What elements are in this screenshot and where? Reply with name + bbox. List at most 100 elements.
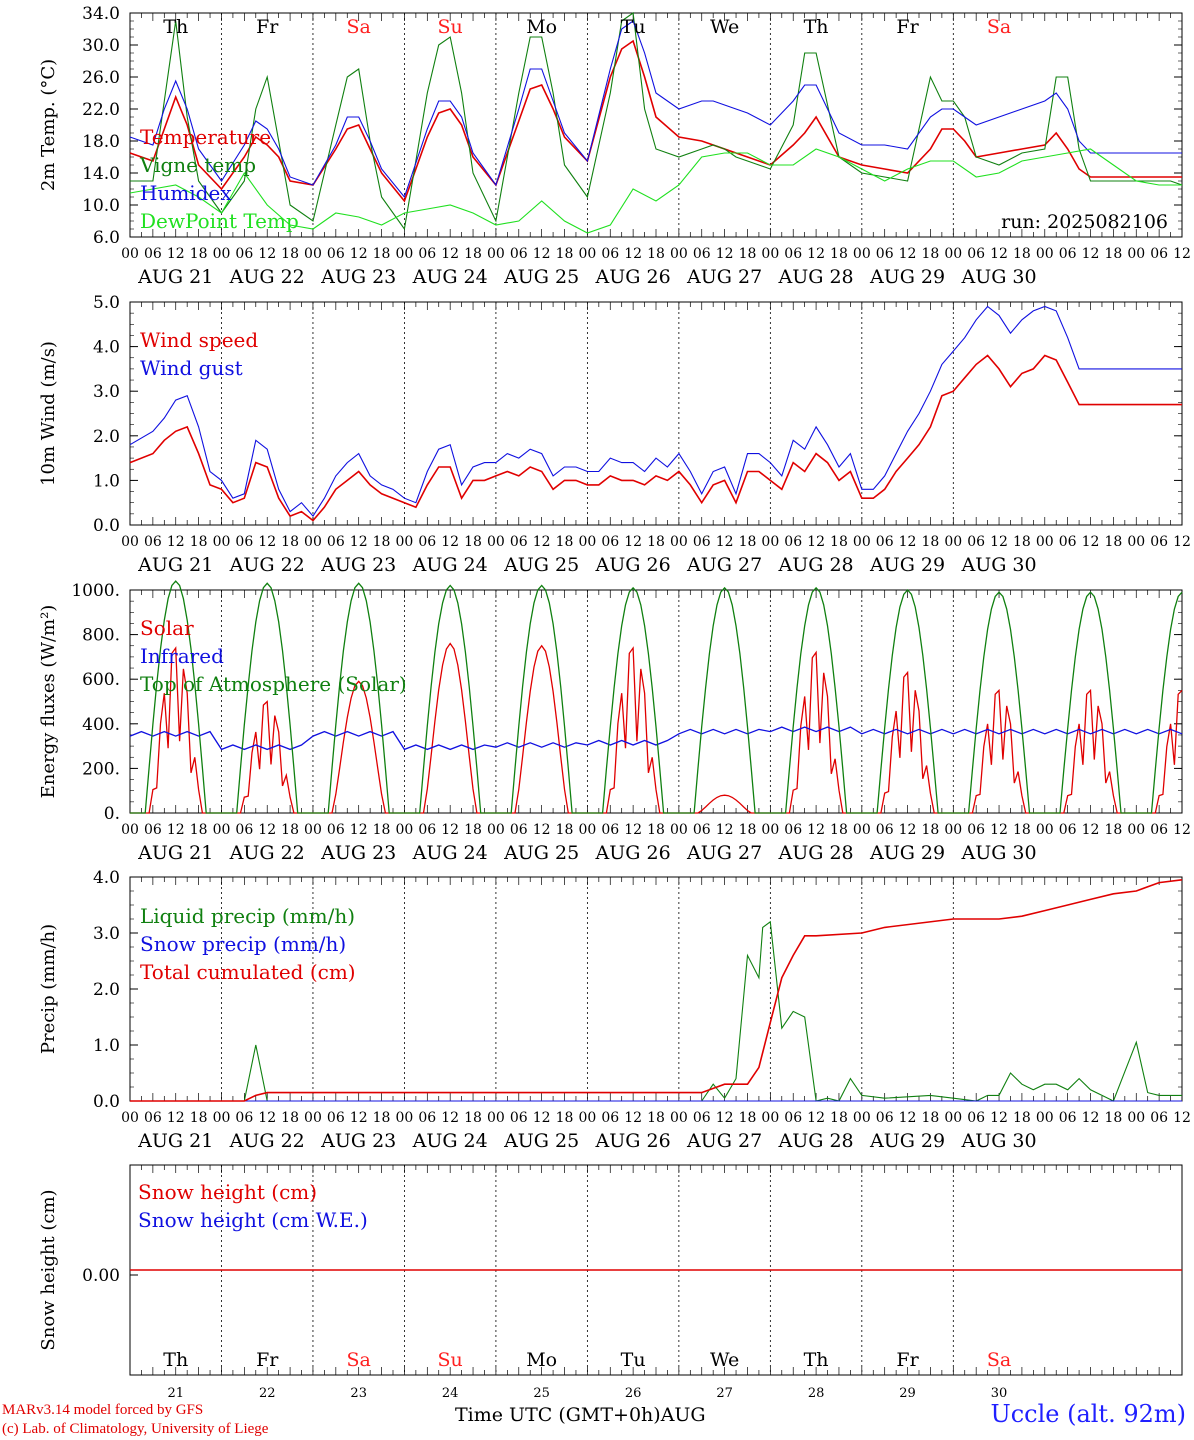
station-label: Uccle (alt. 92m): [990, 1400, 1186, 1428]
x-date-label: AUG 28: [778, 266, 854, 288]
series-line-dewpoint-temp: [129, 148, 1182, 234]
y-tick-label: 3.0: [93, 382, 120, 402]
x-date-label: AUG 29: [869, 842, 945, 864]
x-hour-label: 00: [670, 534, 688, 550]
legend-entry: Temperature: [140, 125, 271, 149]
x-hour-label: 18: [556, 1110, 574, 1126]
day-number-label: 29: [899, 1386, 916, 1401]
x-hour-label: 00: [578, 822, 596, 838]
day-number-label: 27: [716, 1386, 733, 1401]
x-hour-label: 12: [716, 246, 734, 262]
panel-wind: [129, 301, 1183, 526]
x-hour-label: 00: [761, 246, 779, 262]
series-line-liquid-precip-mm-h-: [130, 920, 1182, 1102]
x-date-label: AUG 22: [229, 1130, 305, 1152]
x-hour-label: 18: [830, 534, 848, 550]
x-date-label: AUG 25: [503, 1130, 579, 1152]
x-hour-label: 12: [899, 246, 917, 262]
x-hour-label: 06: [418, 534, 436, 550]
x-hour-label: 00: [396, 1110, 414, 1126]
x-hour-label: 06: [1059, 822, 1077, 838]
x-hour-label: 12: [167, 534, 185, 550]
weekday-label-bottom: Su: [438, 1349, 463, 1371]
legend-entry: Snow height (cm): [138, 1180, 317, 1204]
x-date-label: AUG 23: [320, 554, 396, 576]
x-date-label: AUG 30: [960, 266, 1036, 288]
x-hour-label: 06: [1059, 1110, 1077, 1126]
x-date-label: AUG 26: [595, 266, 671, 288]
x-hour-label: 18: [922, 822, 940, 838]
x-hour-label: 00: [1036, 822, 1054, 838]
lab-credit: (c) Lab. of Climatology, University of L…: [2, 1421, 269, 1437]
weekday-label-bottom: Fr: [896, 1349, 919, 1371]
x-hour-label: 06: [784, 1110, 802, 1126]
x-hour-label: 00: [944, 822, 962, 838]
legend-entry: Snow height (cm W.E.): [138, 1208, 368, 1232]
x-hour-label: 12: [1082, 246, 1100, 262]
y-tick-label: 34.0: [82, 4, 120, 24]
x-date-label: AUG 23: [320, 842, 396, 864]
x-hour-label: 12: [441, 1110, 459, 1126]
x-hour-label: 12: [990, 246, 1008, 262]
x-date-label: AUG 30: [960, 554, 1036, 576]
legend-entry: Humidex: [140, 181, 232, 205]
y-tick-label: 0.0: [93, 516, 120, 536]
x-hour-label: 00: [1127, 246, 1145, 262]
x-hour-label: 18: [464, 1110, 482, 1126]
x-hour-label: 12: [899, 1110, 917, 1126]
weekday-label-bottom: Tu: [621, 1349, 646, 1371]
y-tick-label: 30.0: [82, 36, 120, 56]
x-hour-label: 06: [144, 1110, 162, 1126]
x-hour-label: 00: [121, 1110, 139, 1126]
x-hour-label: 18: [556, 822, 574, 838]
x-hour-label: 06: [1150, 1110, 1168, 1126]
x-date-label: AUG 28: [778, 554, 854, 576]
x-hour-label: 06: [967, 246, 985, 262]
x-hour-label: 00: [578, 534, 596, 550]
x-date-label: AUG 22: [229, 842, 305, 864]
x-hour-label: 12: [1173, 822, 1191, 838]
x-hour-label: 06: [876, 1110, 894, 1126]
x-date-label: AUG 30: [960, 842, 1036, 864]
x-hour-label: 18: [830, 1110, 848, 1126]
y-tick-label: 5.0: [93, 293, 120, 313]
x-hour-label: 06: [967, 534, 985, 550]
x-hour-label: 06: [327, 246, 345, 262]
x-hour-label: 12: [807, 1110, 825, 1126]
x-hour-label: 18: [830, 246, 848, 262]
x-hour-label: 00: [1036, 246, 1054, 262]
x-date-label: AUG 21: [137, 842, 213, 864]
series-line-top-of-atmosphere-solar-: [130, 580, 1183, 814]
x-date-label: AUG 27: [686, 842, 762, 864]
x-hour-label: 06: [693, 1110, 711, 1126]
x-hour-label: 18: [464, 246, 482, 262]
x-date-label: AUG 22: [229, 554, 305, 576]
x-hour-label: 12: [1082, 534, 1100, 550]
weekday-label: Mo: [526, 16, 557, 38]
x-hour-label: 06: [876, 822, 894, 838]
y-tick-label: 3.0: [93, 924, 120, 944]
y-tick-label: 2.0: [93, 980, 120, 1000]
x-hour-label: 18: [1104, 534, 1122, 550]
series-line-vigne-temp: [130, 12, 1183, 231]
x-date-label: AUG 30: [960, 1130, 1036, 1152]
x-hour-label: 06: [1059, 246, 1077, 262]
y-axis-label: 10m Wind (m/s): [38, 341, 59, 486]
x-hour-label: 18: [830, 822, 848, 838]
y-tick-label: 22.0: [82, 100, 120, 120]
x-date-label: AUG 28: [778, 1130, 854, 1152]
panel-snow: [129, 1164, 1183, 1376]
x-hour-label: 12: [716, 1110, 734, 1126]
y-tick-label: 26.0: [82, 68, 120, 88]
x-hour-label: 06: [693, 246, 711, 262]
x-hour-label: 18: [647, 1110, 665, 1126]
legend-entry: Wind gust: [140, 356, 243, 380]
x-hour-label: 00: [578, 1110, 596, 1126]
x-hour-label: 12: [533, 1110, 551, 1126]
weekday-label-bottom: We: [710, 1349, 739, 1371]
x-date-label: AUG 27: [686, 266, 762, 288]
x-date-label: AUG 24: [412, 266, 488, 288]
legend-entry: Liquid precip (mm/h): [140, 904, 355, 928]
y-tick-label: 1.0: [93, 471, 120, 491]
